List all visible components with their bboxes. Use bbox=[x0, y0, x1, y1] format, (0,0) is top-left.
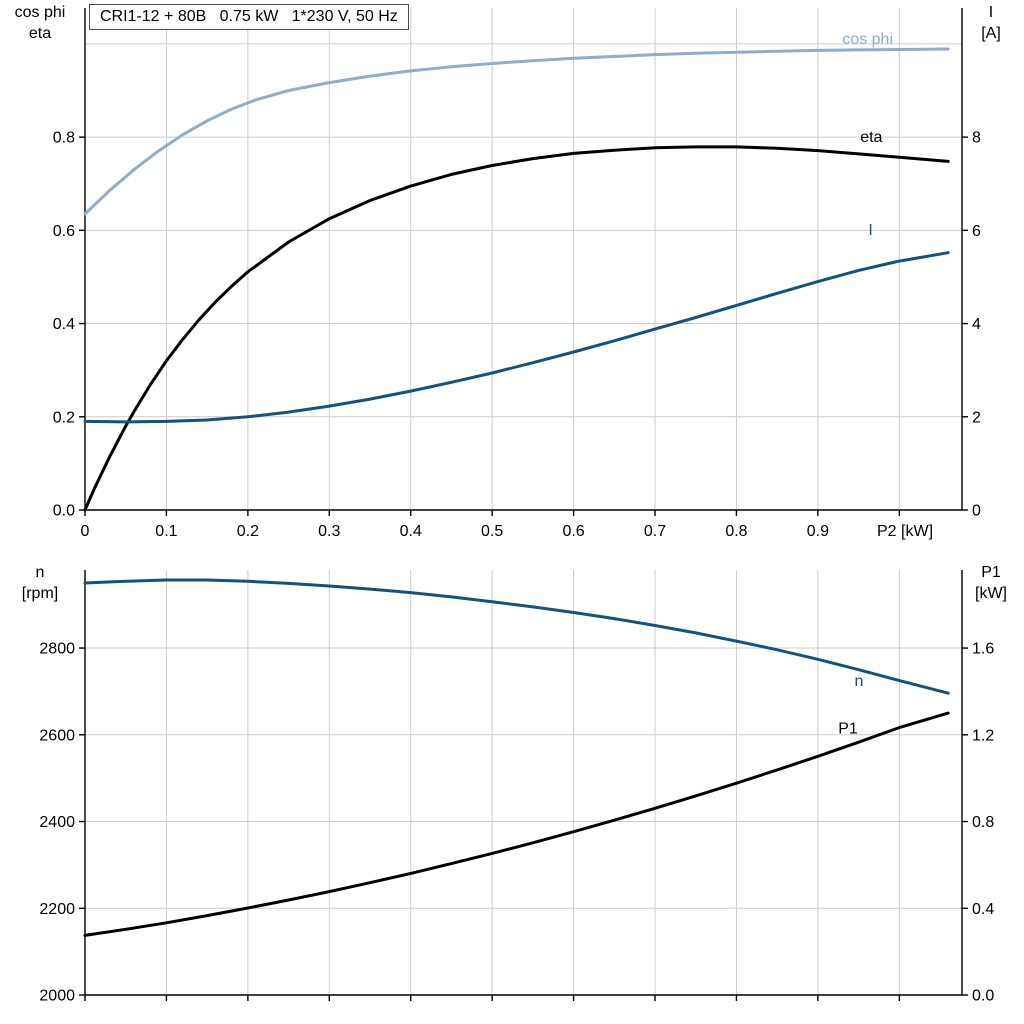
x-tick-label: 0.8 bbox=[725, 523, 747, 540]
top-chart-left-axis-label: cos phi eta bbox=[0, 2, 80, 44]
curve-label-eta: eta bbox=[860, 129, 882, 146]
x-tick-label: 0.4 bbox=[400, 523, 422, 540]
axis-label-p1-unit: [kW] bbox=[975, 585, 1007, 602]
y-tick-label-right: 6 bbox=[972, 223, 981, 240]
y-tick-label-right: 0.0 bbox=[972, 988, 994, 1005]
x-tick-label: 0.5 bbox=[481, 523, 503, 540]
curve-label-cos-phi: cos phi bbox=[842, 31, 893, 48]
axis-label-speed: n bbox=[35, 564, 45, 581]
y-tick-label-right: 1.6 bbox=[972, 641, 994, 658]
curve-label-p1: P1 bbox=[838, 721, 858, 738]
curve-speed bbox=[83, 578, 950, 695]
curve-eta bbox=[83, 145, 950, 512]
curve-p1 bbox=[83, 711, 950, 937]
chart-speed-power: 2000 2200 2400 2600 2800 0.0 0.4 0.8 1.2 1.6 n P1 bbox=[39, 570, 994, 1005]
y-tick-label-right: 1.2 bbox=[972, 727, 994, 744]
axis-label-current: I bbox=[988, 4, 994, 21]
bottom-chart-left-axis-label: n [rpm] bbox=[0, 562, 80, 604]
y-tick-label-left: 2400 bbox=[39, 814, 75, 831]
x-tick-label: 0 bbox=[81, 523, 90, 540]
y-tick-label-right: 0 bbox=[972, 503, 981, 520]
axis-label-p1: P1 bbox=[981, 564, 1001, 581]
x-tick-label: 0.9 bbox=[807, 523, 829, 540]
y-tick-label-right: 4 bbox=[972, 316, 981, 333]
axis-label-current-unit: [A] bbox=[981, 25, 1001, 42]
y-tick-label-left: 2200 bbox=[39, 901, 75, 918]
y-tick-label-left: 0.2 bbox=[53, 409, 75, 426]
bottom-chart-right-axis-label: P1 [kW] bbox=[963, 562, 1019, 604]
y-tick-label-left: 2000 bbox=[39, 988, 75, 1005]
x-tick-label: 0.3 bbox=[318, 523, 340, 540]
y-tick-label-left: 2600 bbox=[39, 727, 75, 744]
chart-electrical: 0 0.1 0.2 0.3 0.4 0.5 0.6 0.7 0.8 0.9 0.0 0.2 0.4 0.6… bbox=[53, 8, 981, 540]
axis-label-cos-phi: cos phi bbox=[14, 4, 66, 21]
y-tick-label-right: 0.4 bbox=[972, 901, 994, 918]
axis-label-eta: eta bbox=[28, 25, 52, 42]
top-chart-right-axis-label: I [A] bbox=[963, 2, 1019, 44]
x-axis-label: P2 [kW] bbox=[877, 523, 934, 540]
y-tick-label-right: 0.8 bbox=[972, 814, 994, 831]
curve-cos-phi bbox=[83, 47, 950, 216]
curve-label-speed: n bbox=[855, 673, 864, 690]
axis-label-speed-unit: [rpm] bbox=[21, 585, 59, 602]
y-tick-label-right: 8 bbox=[972, 130, 981, 147]
y-tick-label-left: 2800 bbox=[39, 641, 75, 658]
x-tick-label: 0.7 bbox=[644, 523, 666, 540]
y-tick-label-left: 0.8 bbox=[53, 130, 75, 147]
curve-label-current: I bbox=[868, 222, 872, 239]
chart-title-box: CRI1-12 + 80B 0.75 kW 1*230 V, 50 Hz bbox=[89, 4, 409, 30]
y-tick-label-right: 2 bbox=[972, 409, 981, 426]
x-tick-label: 0.6 bbox=[562, 523, 584, 540]
y-tick-label-left: 0.4 bbox=[53, 316, 75, 333]
x-tick-label: 0.2 bbox=[237, 523, 259, 540]
x-tick-label: 0.1 bbox=[155, 523, 177, 540]
curve-current bbox=[83, 251, 950, 424]
y-tick-label-left: 0.0 bbox=[53, 503, 75, 520]
y-tick-label-left: 0.6 bbox=[53, 223, 75, 240]
